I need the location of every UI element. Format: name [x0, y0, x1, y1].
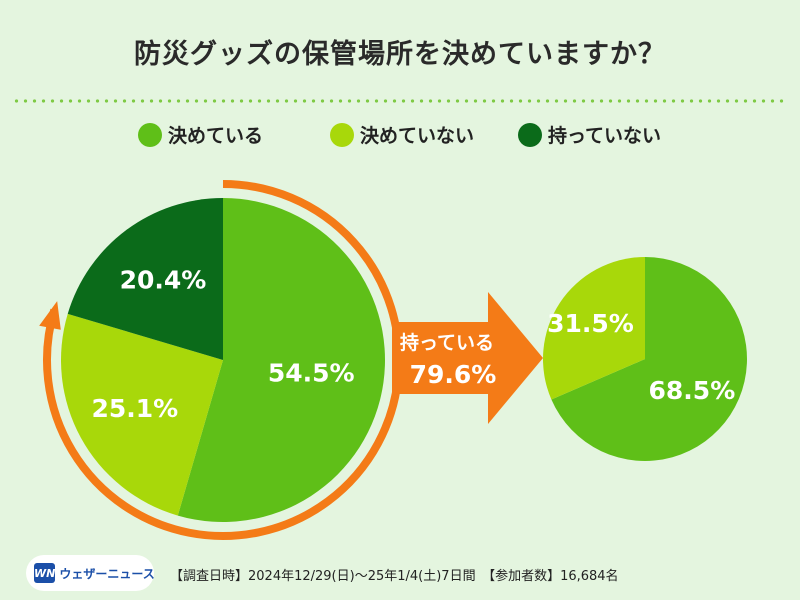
pie-chart-all — [60, 198, 386, 522]
pie-labels-all: 54.5% 25.1% 20.4% — [91, 265, 354, 423]
survey-footnote: 【調査日時】2024年12/29(日)〜25年1/4(土)7日間 【参加者数】1… — [170, 569, 619, 584]
legend: 決めている 決めていない 持っていない — [0, 121, 800, 151]
chart-title: 防災グッズの保管場所を決めていますか？ — [134, 39, 666, 70]
arrow-owned: 持っている 79.6% — [392, 292, 543, 424]
pie-slice-2 — [60, 313, 223, 516]
pie-label-2: 31.5% — [547, 309, 634, 338]
legend-label-not-owned: 持っていない — [548, 125, 662, 147]
pie-slice-1 — [177, 198, 386, 522]
weathernews-logo-text: ウェザーニュース — [59, 566, 155, 581]
legend-label-undecided: 決めていない — [360, 125, 475, 147]
pie-slice-1 — [551, 257, 748, 462]
pie-label-3: 20.4% — [120, 265, 207, 294]
pie-label-1: 68.5% — [649, 376, 736, 405]
legend-item-undecided: 決めていない — [330, 121, 474, 148]
arrow-label: 持っている — [400, 331, 494, 354]
legend-label-decided: 決めている — [168, 125, 264, 147]
dotted-divider — [12, 99, 788, 103]
weathernews-logo-mark: WN — [34, 563, 56, 583]
legend-swatch-not-owned — [518, 122, 542, 147]
footer: WN ウェザーニュース 【調査日時】2024年12/29(日)〜25年1/4(土… — [0, 553, 800, 593]
highlight-arc-layer — [39, 180, 403, 540]
pie-label-1: 54.5% — [268, 359, 355, 388]
pie-label-2: 25.1% — [91, 394, 178, 423]
legend-item-decided: 決めている — [138, 121, 263, 148]
arrow-shape — [392, 292, 543, 424]
pie-chart-owners — [543, 257, 748, 462]
pie-labels-owners: 68.5% 31.5% — [547, 309, 735, 405]
weathernews-logo: WN ウェザーニュース — [26, 555, 155, 591]
pie-slice-3 — [67, 198, 223, 360]
legend-swatch-undecided — [330, 122, 354, 147]
legend-swatch-decided — [138, 122, 162, 147]
legend-item-not-owned: 持っていない — [518, 121, 661, 148]
owned-highlight-arrowhead — [39, 301, 61, 330]
pie-slice-2 — [543, 257, 645, 400]
arrow-value: 79.6% — [410, 360, 497, 389]
owned-highlight-arc — [43, 180, 403, 540]
